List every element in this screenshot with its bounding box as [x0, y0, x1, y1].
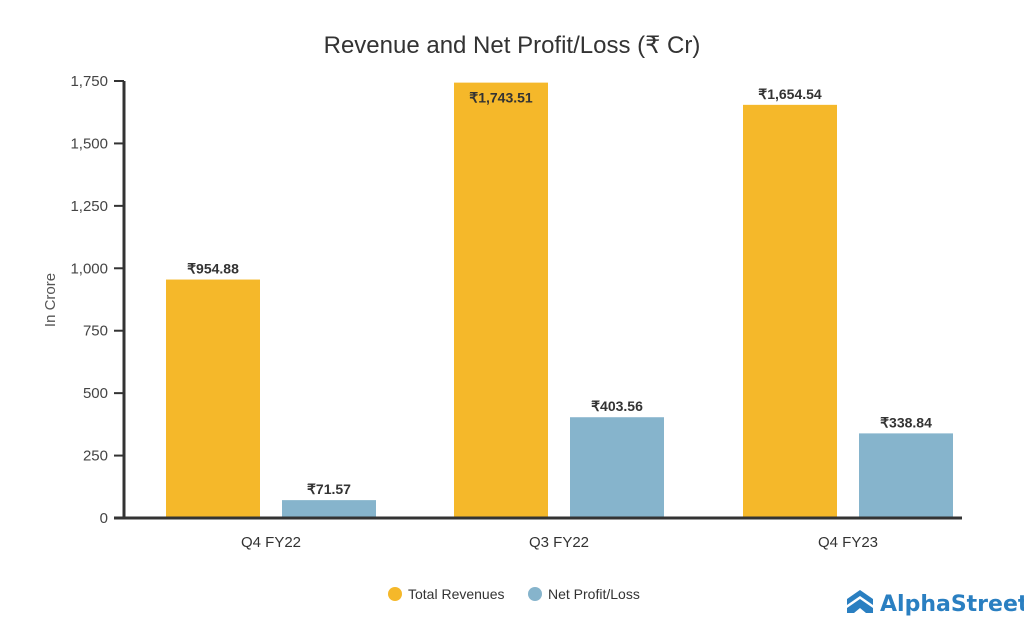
- legend-swatch-total-revenues: [388, 587, 402, 601]
- alphastreet-logo-icon: [847, 590, 873, 613]
- brand-logo: AlphaStreet: [847, 590, 1024, 617]
- y-axis-ticks: 0 250 500 750 1,000 1,250 1,500 1,750: [70, 73, 124, 527]
- brand-name: AlphaStreet: [880, 592, 1024, 617]
- y-tick-label: 1,750: [70, 73, 108, 90]
- y-tick-label: 500: [83, 385, 108, 402]
- bar-total-revenues-q3-fy22: [454, 82, 548, 519]
- bar-total-revenues-q4-fy23: [743, 104, 837, 519]
- y-axis-title: In Crore: [42, 273, 59, 327]
- y-tick-label: 250: [83, 448, 108, 465]
- legend-label-total-revenues: Total Revenues: [408, 586, 505, 602]
- bars: [166, 82, 953, 519]
- y-tick-label: 1,250: [70, 198, 108, 215]
- x-tick-label: Q3 FY22: [529, 534, 589, 551]
- bar-net-profit-loss-q4-fy22: [282, 500, 376, 518]
- legend-swatch-net-profit-loss: [528, 587, 542, 601]
- legend: Total Revenues Net Profit/Loss: [388, 586, 640, 602]
- bar-net-profit-loss-q3-fy22: [570, 417, 664, 518]
- x-axis-labels: Q4 FY22 Q3 FY22 Q4 FY23: [241, 534, 878, 551]
- data-label: ₹71.57: [307, 481, 351, 497]
- data-label: ₹1,743.51: [469, 90, 533, 106]
- data-label: ₹954.88: [187, 261, 239, 277]
- x-tick-label: Q4 FY22: [241, 534, 301, 551]
- data-label: ₹1,654.54: [758, 86, 822, 102]
- bar-total-revenues-q4-fy22: [166, 279, 260, 518]
- data-label: ₹403.56: [591, 398, 643, 414]
- y-tick-label: 1,500: [70, 135, 108, 152]
- y-tick-label: 0: [100, 510, 108, 527]
- chart-title: Revenue and Net Profit/Loss (₹ Cr): [324, 32, 701, 59]
- bar-net-profit-loss-q4-fy23: [859, 433, 953, 518]
- data-label: ₹338.84: [880, 414, 932, 430]
- x-tick-label: Q4 FY23: [818, 534, 878, 551]
- y-tick-label: 1,000: [70, 260, 108, 277]
- data-labels: ₹954.88 ₹71.57 ₹1,743.51 ₹403.56 ₹1,654.54 ₹3…: [187, 86, 932, 497]
- y-tick-label: 750: [83, 323, 108, 340]
- legend-label-net-profit-loss: Net Profit/Loss: [548, 586, 640, 602]
